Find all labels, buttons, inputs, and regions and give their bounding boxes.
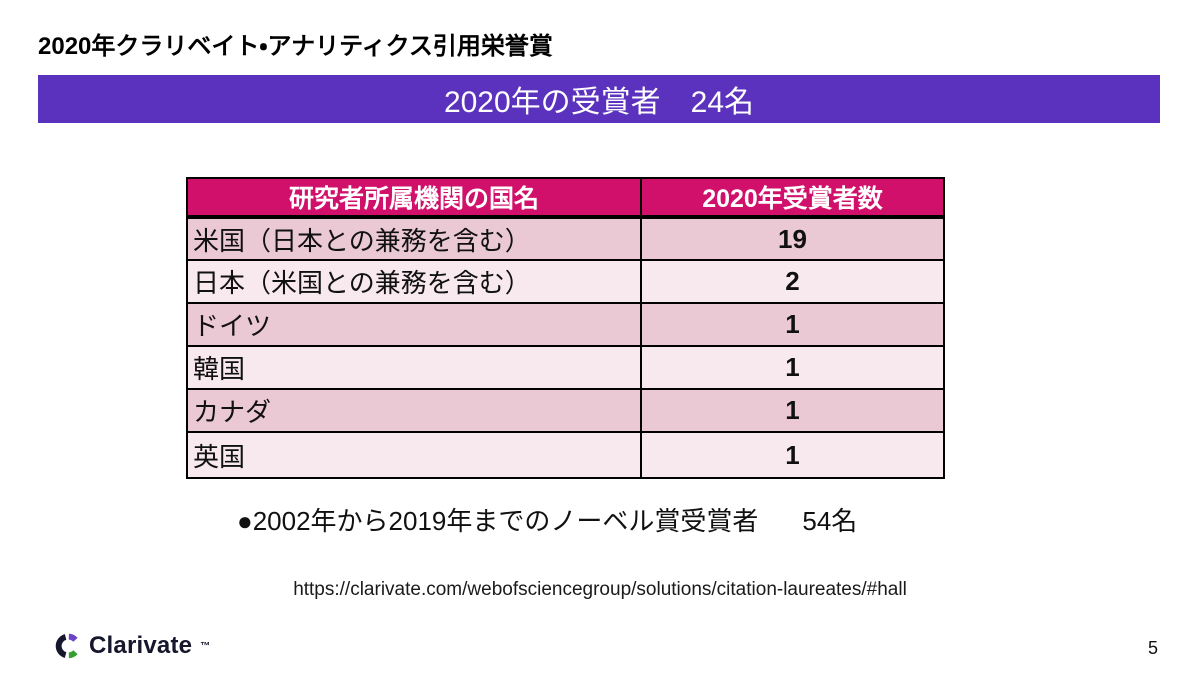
country-cell: 米国（日本との兼務を含む） [186, 216, 642, 261]
table-row: 日本（米国との兼務を含む） 2 [186, 259, 945, 304]
table-row: 米国（日本との兼務を含む） 19 [186, 216, 945, 261]
table-row: 韓国 1 [186, 345, 945, 390]
table-row: カナダ 1 [186, 388, 945, 433]
nobel-note-text: ●2002年から2019年までのノーベル賞受賞者 [237, 506, 759, 536]
count-cell: 1 [640, 431, 945, 479]
count-cell: 1 [640, 345, 945, 390]
table-header-row: 研究者所属機関の国名 2020年受賞者数 [186, 177, 945, 219]
country-cell: 英国 [186, 431, 642, 479]
table-row: 英国 1 [186, 431, 945, 479]
count-cell: 1 [640, 302, 945, 347]
country-cell: カナダ [186, 388, 642, 433]
count-cell: 19 [640, 216, 945, 261]
winners-by-country-table: 研究者所属機関の国名 2020年受賞者数 米国（日本との兼務を含む） 19 日本… [186, 177, 945, 479]
column-header-count: 2020年受賞者数 [640, 177, 945, 219]
source-link[interactable]: https://clarivate.com/webofsciencegroup/… [293, 579, 907, 600]
clarivate-logo-icon [55, 633, 78, 659]
winners-banner: 2020年の受賞者 24名 [38, 75, 1160, 123]
country-cell: 日本（米国との兼務を含む） [186, 259, 642, 304]
nobel-note-count: 54名 [802, 506, 858, 536]
table-row: ドイツ 1 [186, 302, 945, 347]
country-cell: ドイツ [186, 302, 642, 347]
clarivate-wordmark: Clarivate [89, 632, 193, 659]
trademark-symbol: ™ [200, 640, 211, 652]
column-header-country: 研究者所属機関の国名 [186, 177, 642, 219]
country-cell: 韓国 [186, 345, 642, 390]
count-cell: 2 [640, 259, 945, 304]
page-number: 5 [1147, 638, 1158, 658]
nobel-laureates-note: ●2002年から2019年までのノーベル賞受賞者 54名 [237, 501, 857, 538]
winners-banner-text: 2020年の受賞者 24名 [443, 86, 755, 119]
clarivate-logo: Clarivate ™ [54, 632, 210, 660]
count-cell: 1 [640, 388, 945, 433]
page-title: 2020年クラリベイト・アナリティクス引用栄誉賞 [38, 33, 553, 60]
